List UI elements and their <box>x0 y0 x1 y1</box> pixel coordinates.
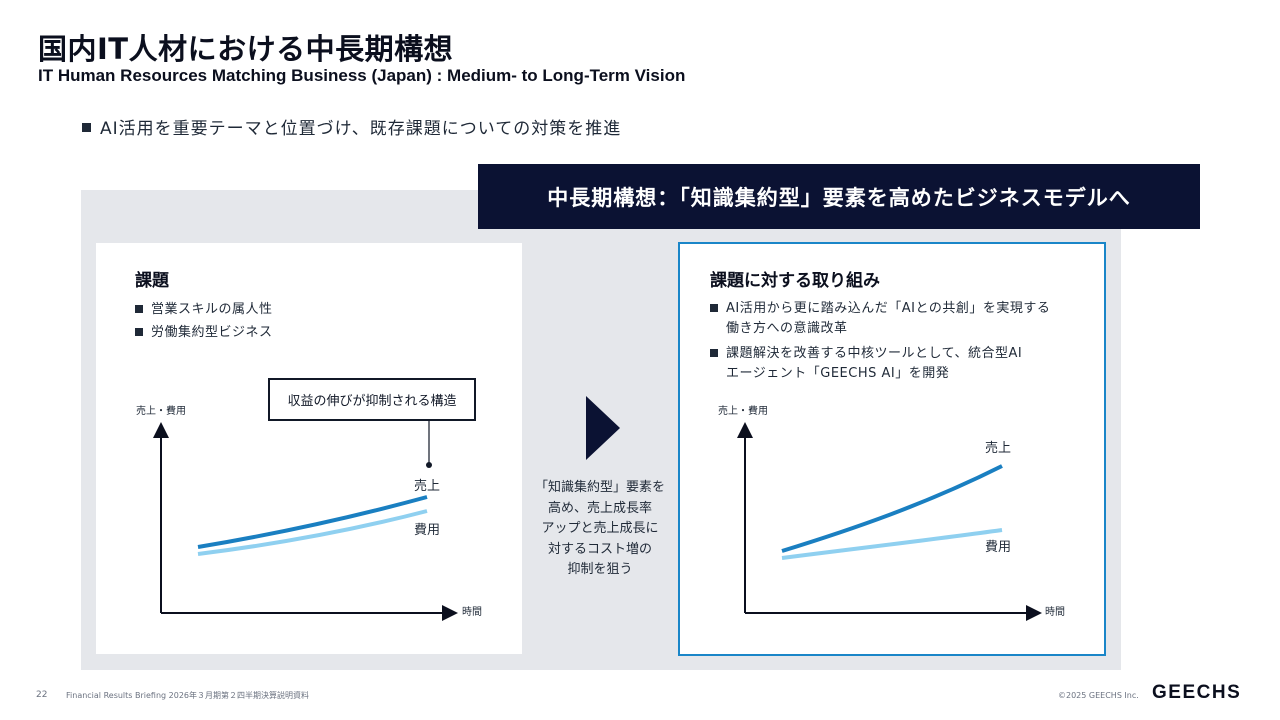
page-subtitle: IT Human Resources Matching Business (Ja… <box>38 66 686 85</box>
structure-callout: 収益の伸びが抑制される構造 <box>268 378 476 421</box>
bullet-square-icon <box>135 327 143 336</box>
copyright: ©2025 GEECHS Inc. <box>1058 691 1139 700</box>
page-number: 22 <box>36 690 48 700</box>
initiatives-heading: 課題に対する取り組み <box>710 271 880 291</box>
issues-card <box>96 243 522 654</box>
vision-banner: 中長期構想：「知識集約型」要素を高めたビジネスモデルへ <box>478 164 1200 229</box>
page-title: 国内IT人材における中長期構想 <box>38 32 454 66</box>
bullet-square-icon <box>710 348 718 357</box>
forward-arrow-icon <box>586 396 620 460</box>
right-series-sales-label: 売上 <box>985 440 1011 456</box>
left-series-cost <box>197 509 428 556</box>
right-series-cost <box>781 528 1003 560</box>
callout-leader-dot <box>426 462 432 468</box>
lead-bullet-text: AI活用を重要テーマと位置づけ、既存課題についての対策を推進 <box>100 119 622 139</box>
bullet-square-icon <box>710 303 718 312</box>
issue-item: 営業スキルの属人性 <box>135 300 273 320</box>
right-x-axis-label: 時間 <box>1045 606 1065 618</box>
right-y-axis-label: 売上・費用 <box>718 404 768 417</box>
issue-item: 労働集約型ビジネス <box>135 323 273 343</box>
left-series-sales-label: 売上 <box>414 478 440 494</box>
left-series-cost-label: 費用 <box>414 523 440 538</box>
initiative-item: 課題解決を改善する中核ツールとして、統合型AI エージェント「GEECHS AI… <box>710 344 1022 384</box>
bullet-square-icon <box>135 304 143 313</box>
initiatives-card <box>678 242 1106 656</box>
document-name: Financial Results Briefing 2026年３月期第２四半期… <box>66 691 310 700</box>
right-series-cost-label: 費用 <box>985 540 1011 555</box>
lead-bullet: AI活用を重要テーマと位置づけ、既存課題についての対策を推進 <box>82 114 621 139</box>
left-series-sales <box>197 495 428 549</box>
left-chart: 売上・費用 時間 売上 費用 <box>136 404 482 621</box>
bullet-square-icon <box>82 122 91 132</box>
issues-heading: 課題 <box>135 271 169 291</box>
left-y-axis-label: 売上・費用 <box>136 404 186 417</box>
right-series-sales <box>781 464 1003 553</box>
left-x-axis-label: 時間 <box>462 606 482 618</box>
initiative-item: AI活用から更に踏み込んだ「AIとの共創」を実現する 働き方への意識改革 <box>710 299 1050 339</box>
company-logo: GEECHS <box>1152 682 1242 703</box>
right-chart: 売上・費用 時間 売上 費用 <box>718 404 1065 621</box>
strategy-description: 「知識集約型」要素を 高め、売上成長率 アップと売上成長に 対するコスト増の 抑… <box>534 480 665 577</box>
